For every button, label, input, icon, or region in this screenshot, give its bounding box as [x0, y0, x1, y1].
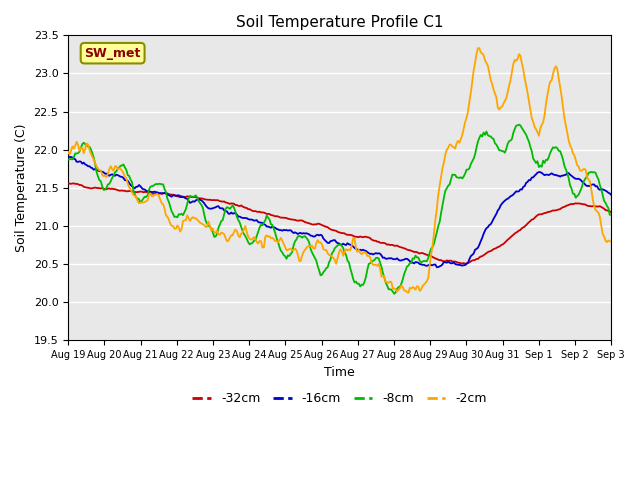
Y-axis label: Soil Temperature (C): Soil Temperature (C) [15, 124, 28, 252]
Text: SW_met: SW_met [84, 47, 141, 60]
Title: Soil Temperature Profile C1: Soil Temperature Profile C1 [236, 15, 444, 30]
Legend: -32cm, -16cm, -8cm, -2cm: -32cm, -16cm, -8cm, -2cm [188, 387, 492, 410]
X-axis label: Time: Time [324, 366, 355, 379]
